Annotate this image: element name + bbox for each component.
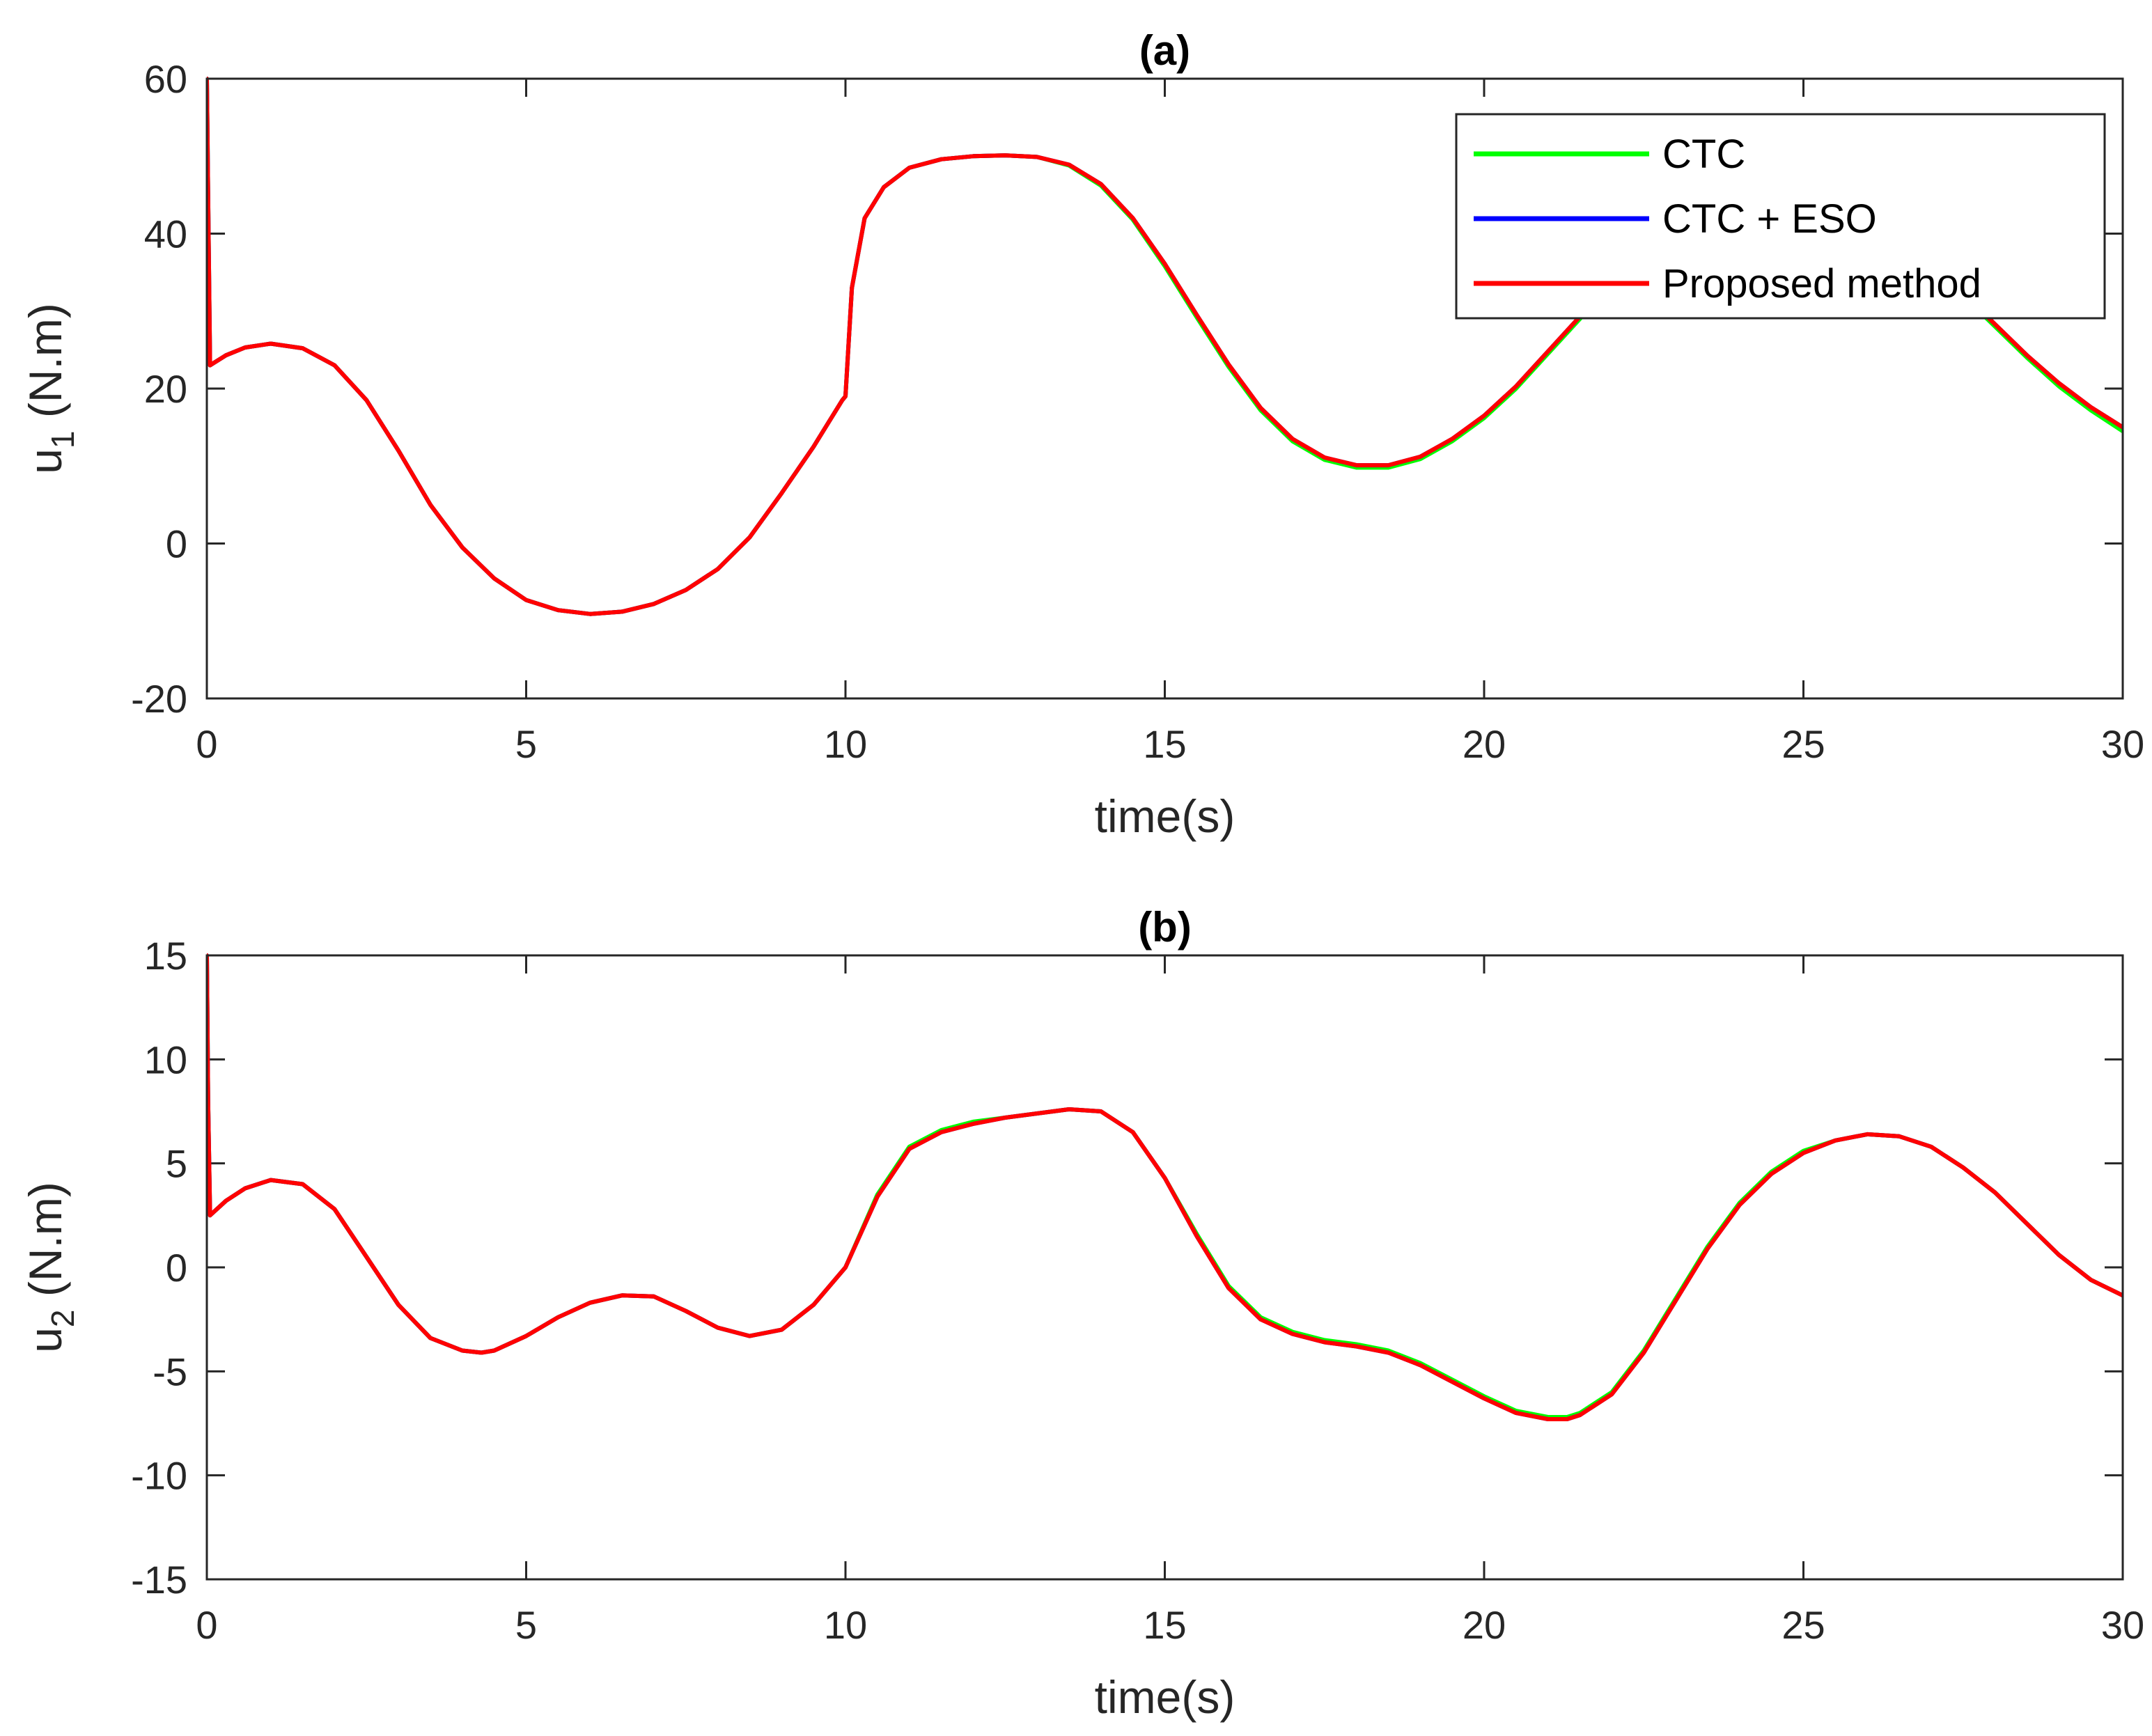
panel-b-ytick-label: -5	[153, 1350, 187, 1393]
panel-b-ytick-label: 0	[166, 1246, 187, 1290]
panel-b-axes-box	[205, 954, 2124, 1581]
panel-b-title: (b)	[1138, 904, 1192, 951]
panel-a-xtick-label: 30	[2101, 722, 2144, 766]
panel-a-axes-box	[205, 77, 2124, 700]
panel-b-xtick-label: 25	[1781, 1603, 1825, 1647]
panel-b-series-proposed-method	[207, 953, 2123, 1421]
panel-b-xtick-label: 30	[2101, 1603, 2144, 1647]
panel-b-ytick-label: -15	[131, 1558, 187, 1602]
panel-a-ytick-label: 60	[144, 57, 187, 101]
panel-a-xtick-label: 25	[1781, 722, 1825, 766]
panel-b-xtick-label: 20	[1463, 1603, 1506, 1647]
panel-a-xtick-label: 5	[515, 722, 537, 766]
panel-a-xtick-label: 10	[824, 722, 867, 766]
panel-a-title: (a)	[1139, 27, 1190, 74]
panel-a-ylabel-main: u	[20, 448, 71, 474]
panel-b-xtick-label: 10	[824, 1603, 867, 1647]
panel-b-ytick-label: 5	[166, 1142, 187, 1186]
panel-a-ytick-label: 40	[144, 212, 187, 256]
panel-b-ylabel: u2 (N.m)	[20, 1182, 81, 1353]
panel-a-ylabel-unit: (N.m)	[20, 303, 71, 418]
panel-a-xlabel: time(s)	[1095, 790, 1235, 842]
panel-b-ytick-label: 10	[144, 1038, 187, 1081]
panel-b-xtick-label: 15	[1143, 1603, 1186, 1647]
panel-a-xtick-label: 0	[196, 722, 217, 766]
panel-a-ytick-label: -20	[131, 677, 187, 721]
panel-b-xlabel: time(s)	[1095, 1671, 1235, 1723]
panel-a-ylabel-space	[20, 418, 71, 430]
panel-a-xtick-label: 20	[1463, 722, 1506, 766]
panel-b-ytick-label: -10	[131, 1454, 187, 1498]
panel-b-ylabel-subscript: 2	[45, 1309, 81, 1327]
panel-b-ylabel-space	[20, 1297, 71, 1309]
panel-a-ytick-label: 20	[144, 367, 187, 411]
panel-a-ytick-label: 0	[166, 522, 187, 566]
panel-b: 0 5 10 15 20 25 30 -15 -10 -5 0 5 10 15 (b) time(s) u2 (…	[20, 904, 2144, 1723]
legend-label-ctc: CTC	[1662, 132, 1745, 177]
panel-b-xtick-label: 5	[515, 1603, 537, 1647]
panel-b-ylabel-main: u	[20, 1327, 71, 1353]
panel-b-plot-area	[207, 955, 2123, 1579]
panel-a-ylabel-subscript: 1	[45, 430, 81, 448]
panel-a-ylabel: u1 (N.m)	[20, 303, 81, 474]
panel-a-xtick-label: 15	[1143, 722, 1186, 766]
panel-b-xtick-label: 0	[196, 1603, 217, 1647]
legend-label-proposed-method: Proposed method	[1662, 261, 1981, 306]
legend: CTC CTC + ESO Proposed method	[1455, 113, 2106, 320]
panel-b-ytick-label: 15	[144, 934, 187, 978]
panel-b-ylabel-unit: (N.m)	[20, 1182, 71, 1297]
legend-label-ctc-eso: CTC + ESO	[1662, 196, 1877, 242]
